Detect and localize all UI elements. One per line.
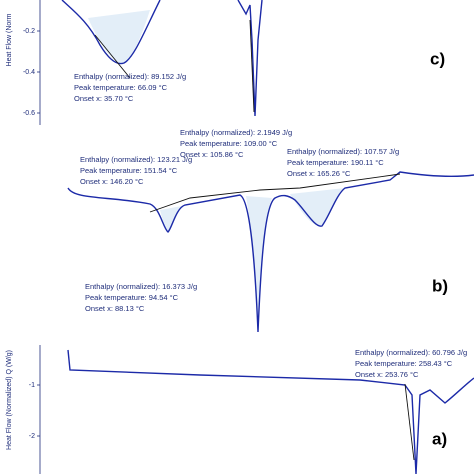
annotation: Peak temperature: 258.43 °C <box>355 359 453 368</box>
peak-area <box>290 188 345 227</box>
annotation: Peak temperature: 66.09 °C <box>74 83 168 92</box>
tangent-line <box>404 383 415 461</box>
panel-label: c) <box>430 49 445 68</box>
dsc-curve <box>61 0 161 65</box>
annotation: Enthalpy (normalized): 2.1949 J/g <box>180 128 292 137</box>
annotation: Enthalpy (normalized): 123.21 J/g <box>80 155 192 164</box>
annotation: Onset x: 105.86 °C <box>180 150 244 159</box>
peak-area <box>246 196 272 332</box>
panel-label: b) <box>432 276 448 295</box>
annotation: Onset x: 165.26 °C <box>287 169 351 178</box>
y-axis-title: Heat Flow (Normalized) Q (W/g) <box>6 350 13 450</box>
y-tick-label: -0.4 <box>23 69 35 76</box>
annotation: Onset x: 253.76 °C <box>355 370 419 379</box>
annotation: Enthalpy (normalized): 107.57 J/g <box>287 147 399 156</box>
y-axis-title: Heat Flow (Norm <box>6 13 13 66</box>
annotation: Enthalpy (normalized): 60.796 J/g <box>355 348 467 357</box>
dsc-curve <box>237 0 263 117</box>
y-tick-label: -0.6 <box>23 110 35 117</box>
annotation: Peak temperature: 94.54 °C <box>85 293 179 302</box>
tangent-line <box>249 19 255 113</box>
annotation: Enthalpy (normalized): 16.373 J/g <box>85 282 197 291</box>
peak-area <box>88 10 150 64</box>
annotation: Onset x: 35.70 °C <box>74 94 134 103</box>
annotation: Peak temperature: 190.11 °C <box>287 158 384 167</box>
annotation: Peak temperature: 109.00 °C <box>180 139 278 148</box>
panel-label: a) <box>432 429 447 448</box>
y-tick-label: -2 <box>29 433 35 440</box>
annotation: Onset x: 88.13 °C <box>85 304 145 313</box>
dsc-curve <box>67 349 474 474</box>
peak-area <box>160 206 182 232</box>
annotation: Peak temperature: 151.54 °C <box>80 166 178 175</box>
y-tick-label: -0.2 <box>23 28 35 35</box>
dsc-curve <box>67 171 474 333</box>
y-tick-label: -1 <box>29 382 35 389</box>
tangent-line <box>94 34 131 79</box>
tangent-line <box>149 173 401 213</box>
annotation: Enthalpy (normalized): 89.152 J/g <box>74 72 186 81</box>
annotation: Onset x: 146.20 °C <box>80 177 144 186</box>
